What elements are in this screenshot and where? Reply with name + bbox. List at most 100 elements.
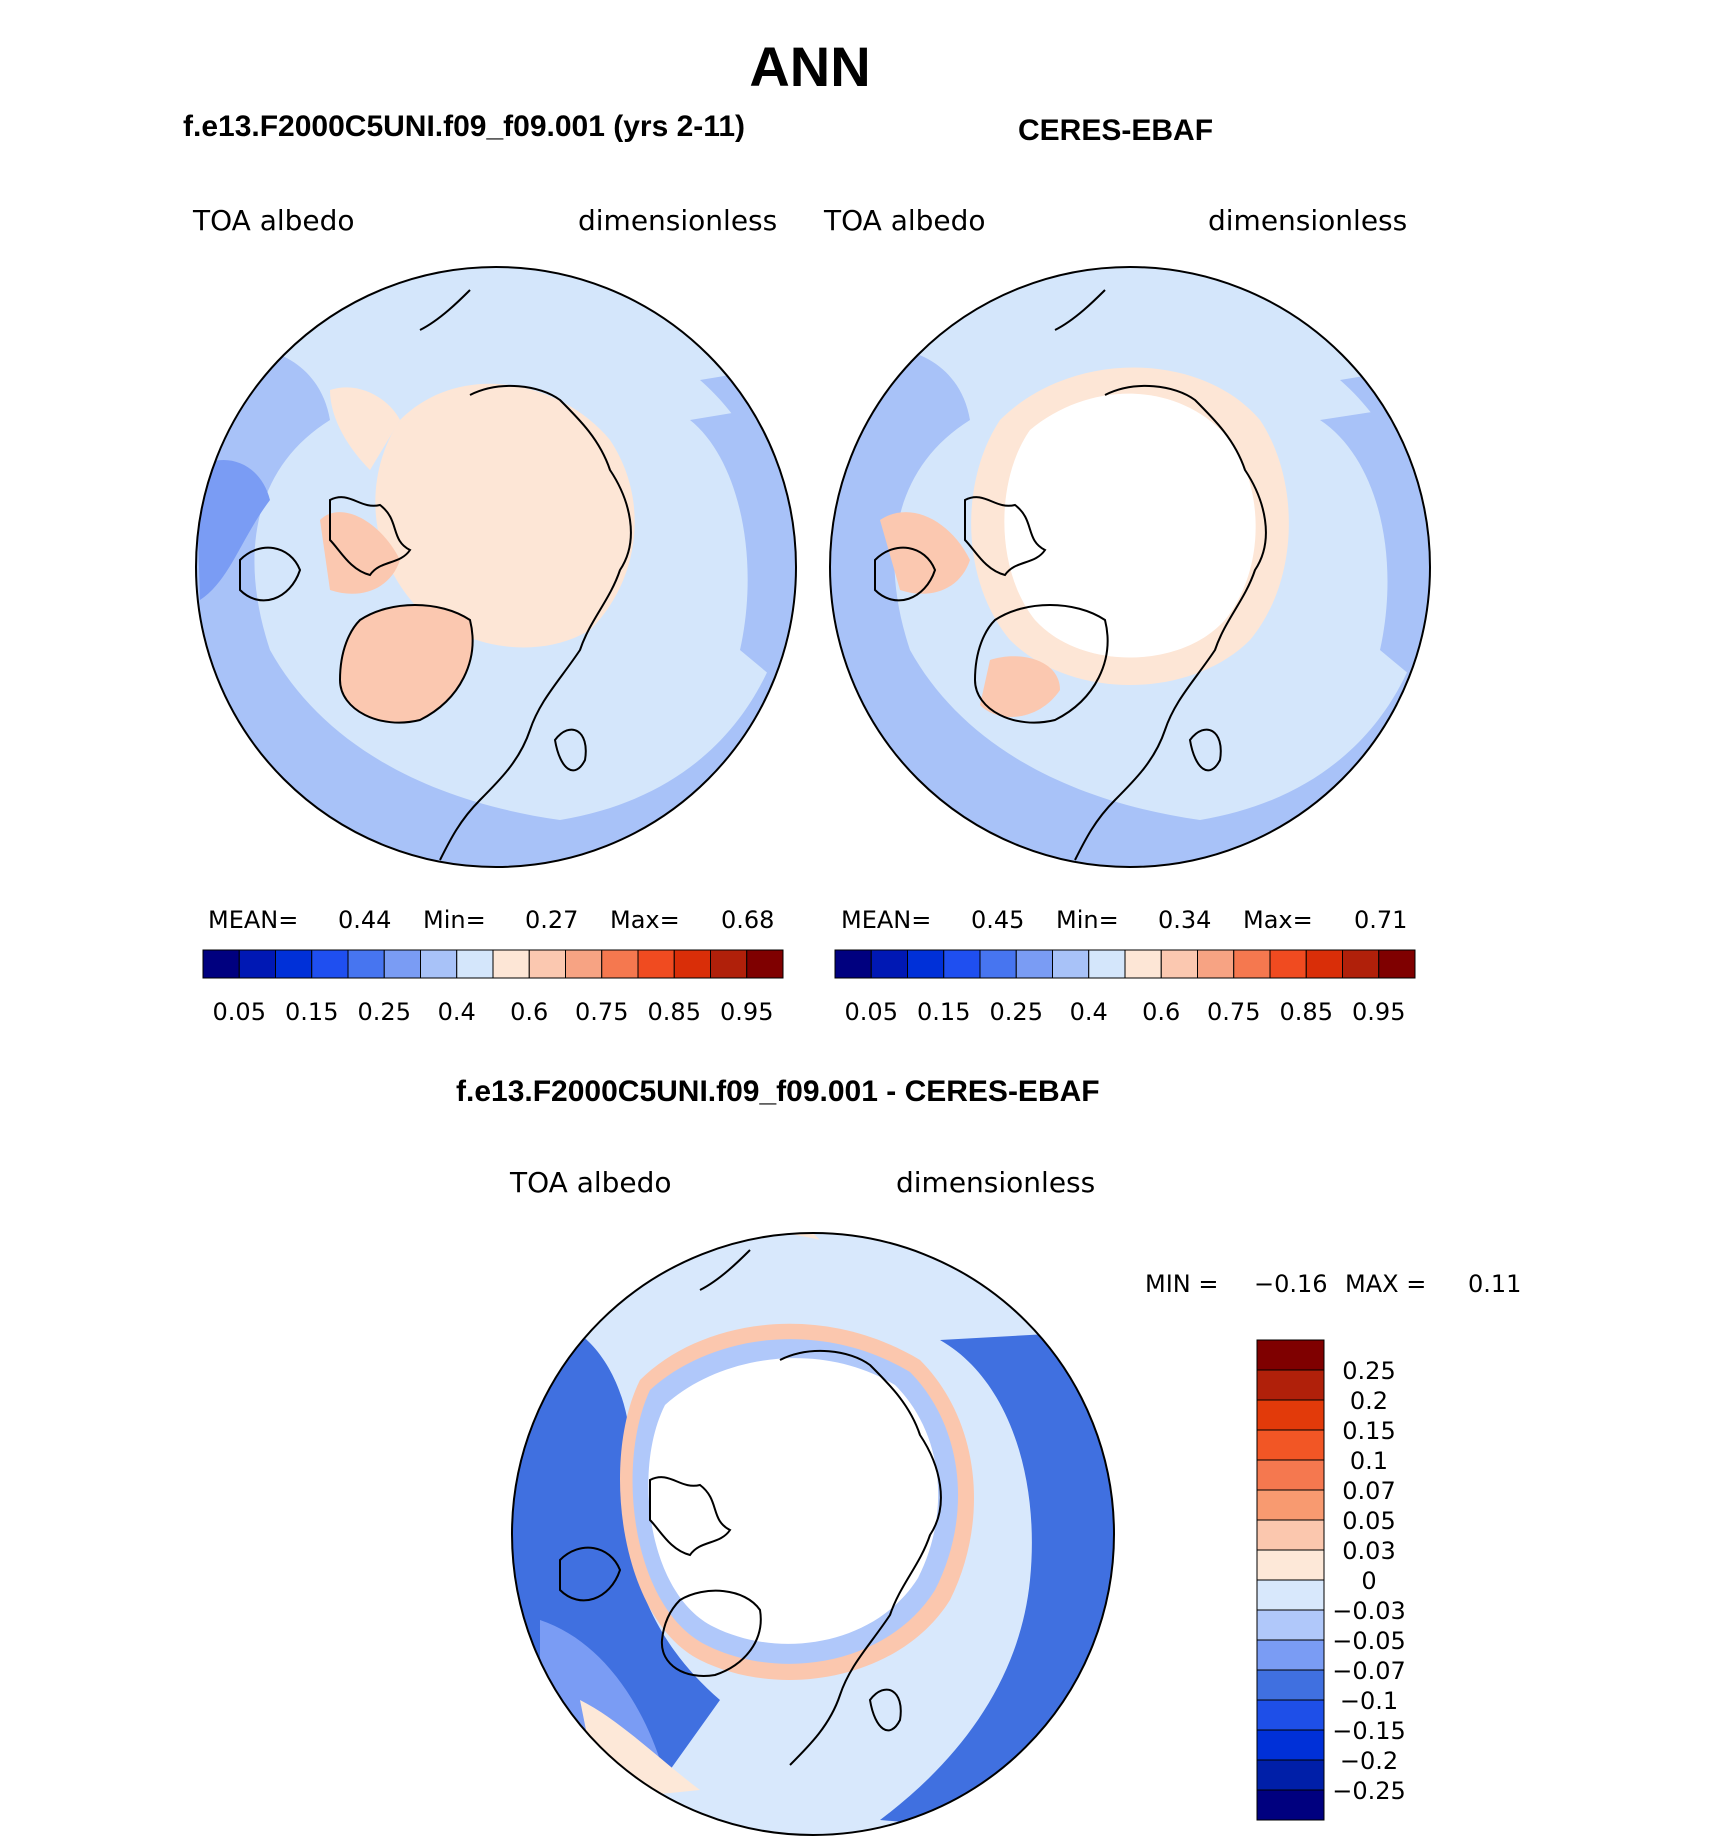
diff-min-value: −0.16 [1254, 1270, 1328, 1298]
obs-colorbar-tick-label: 0.6 [1142, 998, 1180, 1026]
diff-units-label: dimensionless [896, 1166, 1096, 1199]
model-colorbar-swatch [673, 949, 711, 979]
diff-colorbar-swatch [1256, 1429, 1325, 1461]
model-mean-value: 0.44 [338, 906, 392, 934]
obs-panel-title: CERES-EBAF [1018, 114, 1214, 147]
diff-colorbar-tick-label: 0.05 [1342, 1507, 1395, 1535]
model-min-label: Min= [423, 906, 486, 934]
diff-colorbar-swatch [1256, 1759, 1325, 1791]
diff-colorbar-swatch [1256, 1459, 1325, 1491]
model-colorbar-swatch [601, 949, 639, 979]
model-colorbar-swatch [746, 949, 784, 979]
obs-colorbar-tick-label: 0.25 [990, 998, 1043, 1026]
obs-colorbar-swatch [1305, 949, 1343, 979]
diff-colorbar-tick-label: −0.05 [1332, 1627, 1406, 1655]
model-colorbar-swatch [202, 949, 240, 979]
model-colorbar-swatch [383, 949, 421, 979]
model-colorbar-tick-label: 0.4 [438, 998, 476, 1026]
model-colorbar-swatch [275, 949, 313, 979]
diff-colorbar-swatch [1256, 1609, 1325, 1641]
obs-colorbar-swatch [834, 949, 872, 979]
obs-colorbar-swatch [1233, 949, 1271, 979]
obs-colorbar-tick-label: 0.75 [1207, 998, 1260, 1026]
diff-colorbar-swatch [1256, 1789, 1325, 1821]
diff-colorbar-swatch [1256, 1549, 1325, 1581]
main-title: ANN [749, 35, 871, 98]
model-greenland [340, 605, 473, 723]
model-colorbar-tick-label: 0.85 [648, 998, 701, 1026]
diff-colorbar-tick-label: −0.2 [1340, 1747, 1398, 1775]
obs-colorbar-swatch [979, 949, 1017, 979]
diff-colorbar-swatch [1256, 1579, 1325, 1611]
obs-colorbar-swatch [1088, 949, 1126, 979]
diff-colorbar-swatch [1256, 1699, 1325, 1731]
diff-colorbar-tick-label: −0.15 [1332, 1717, 1406, 1745]
model-mean-label: MEAN= [208, 906, 299, 934]
model-ocean-band [196, 348, 796, 867]
model-colorbar-swatch [456, 949, 494, 979]
obs-colorbar-tick-label: 0.4 [1070, 998, 1108, 1026]
model-arctic-high-region [375, 383, 635, 648]
obs-min-label: Min= [1056, 906, 1119, 934]
obs-colorbar-tick-label: 0.15 [917, 998, 970, 1026]
obs-colorbar-tick-label: 0.05 [845, 998, 898, 1026]
model-colorbar-tick-label: 0.75 [575, 998, 628, 1026]
obs-colorbar-swatch [870, 949, 908, 979]
model-colorbar-swatch [311, 949, 349, 979]
diff-min-label: MIN = [1145, 1270, 1219, 1298]
model-colorbar-swatch [420, 949, 458, 979]
diff-colorbar-swatch [1256, 1519, 1325, 1551]
diff-variable-label: TOA albedo [510, 1166, 672, 1199]
diff-colorbar-tick-label: −0.07 [1332, 1657, 1406, 1685]
obs-polar-map [830, 267, 1430, 867]
obs-min-value: 0.34 [1158, 906, 1212, 934]
diff-colorbar-swatch [1256, 1729, 1325, 1761]
model-panel-title: f.e13.F2000C5UNI.f09_f09.001 (yrs 2-11) [183, 110, 746, 143]
obs-variable-label: TOA albedo [824, 204, 986, 237]
model-min-value: 0.27 [525, 906, 579, 934]
diff-colorbar-tick-label: 0 [1361, 1567, 1376, 1595]
diff-colorbar-tick-label: 0.25 [1342, 1357, 1395, 1385]
model-map-border [195, 266, 797, 868]
diff-colorbar: 0.250.20.150.10.070.050.030−0.03−0.05−0.… [1256, 1339, 1406, 1821]
model-colorbar-swatch [347, 949, 385, 979]
model-colorbar-tick-label: 0.05 [213, 998, 266, 1026]
diff-colorbar-swatch [1256, 1489, 1325, 1521]
obs-colorbar-tick-label: 0.95 [1352, 998, 1405, 1026]
diff-map-border [511, 1232, 1115, 1836]
obs-units-label: dimensionless [1208, 204, 1408, 237]
model-colorbar-tick-label: 0.25 [358, 998, 411, 1026]
obs-colorbar-tick-label: 0.85 [1280, 998, 1333, 1026]
model-colorbar-swatch [528, 949, 566, 979]
obs-max-value: 0.71 [1354, 906, 1408, 934]
model-max-label: Max= [610, 906, 680, 934]
model-colorbar-swatch [565, 949, 603, 979]
obs-max-label: Max= [1243, 906, 1313, 934]
diff-colorbar-tick-label: 0.15 [1342, 1417, 1395, 1445]
model-colorbar: 0.05 0.15 0.25 0.4 0.6 0.75 0.85 0.95 [202, 949, 784, 1026]
diff-max-label: MAX = [1345, 1270, 1427, 1298]
model-colorbar-tick-label: 0.95 [720, 998, 773, 1026]
model-colorbar-swatch [710, 949, 748, 979]
diff-colorbar-tick-label: −0.03 [1332, 1597, 1406, 1625]
obs-map-border [829, 266, 1431, 868]
obs-colorbar-swatch [1015, 949, 1053, 979]
diff-colorbar-swatch [1256, 1399, 1325, 1431]
obs-colorbar-swatch [1342, 949, 1380, 979]
model-units-label: dimensionless [578, 204, 778, 237]
diff-colorbar-tick-label: −0.25 [1332, 1777, 1406, 1805]
diff-panel-title: f.e13.F2000C5UNI.f09_f09.001 - CERES-EBA… [456, 1075, 1100, 1108]
diff-colorbar-tick-label: 0.2 [1350, 1387, 1388, 1415]
obs-colorbar-swatch [1160, 949, 1198, 979]
obs-mean-value: 0.45 [971, 906, 1025, 934]
diff-colorbar-swatch [1256, 1369, 1325, 1401]
diff-colorbar-tick-label: 0.1 [1350, 1447, 1388, 1475]
diff-max-value: 0.11 [1468, 1270, 1522, 1298]
obs-coastlines [874, 267, 1267, 861]
obs-colorbar: 0.05 0.15 0.25 0.4 0.6 0.75 0.85 0.95 [834, 949, 1416, 1026]
diff-colorbar-swatch [1256, 1339, 1325, 1371]
obs-missing-polar-region [1004, 393, 1256, 658]
obs-mean-label: MEAN= [841, 906, 932, 934]
diff-colorbar-tick-label: −0.1 [1340, 1687, 1398, 1715]
